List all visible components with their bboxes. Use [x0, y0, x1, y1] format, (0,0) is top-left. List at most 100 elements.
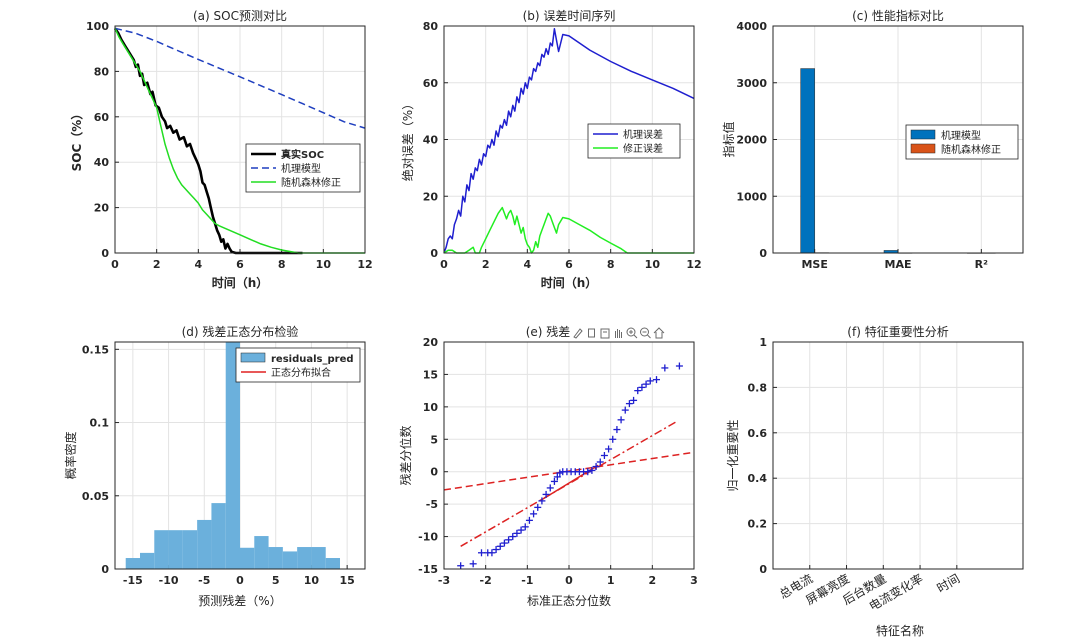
- data-tip-icon[interactable]: [588, 328, 595, 338]
- y-axis-label: 归一化重要性: [726, 419, 740, 491]
- x-tick-label: 0: [440, 258, 448, 271]
- legend-label: 随机森林修正: [941, 143, 1001, 156]
- series-line-0: [113, 27, 303, 255]
- x-tick-label: 15: [339, 574, 354, 587]
- y-tick-label: 20: [94, 202, 110, 215]
- y-tick-label: 40: [94, 156, 110, 169]
- data-point: [588, 466, 596, 474]
- legend-label: 修正误差: [623, 142, 663, 155]
- histogram-bar: [154, 530, 169, 569]
- reference-dashdot: [460, 420, 678, 547]
- y-tick-label: 20: [423, 190, 439, 203]
- data-point: [661, 364, 669, 372]
- histogram-bar: [197, 519, 212, 569]
- x-tick-label: 10: [645, 258, 661, 271]
- x-axis-label: 预测残差（%）: [198, 594, 281, 608]
- y-tick-label: 0: [101, 247, 109, 260]
- x-tick-label: 8: [278, 258, 286, 271]
- y-tick-label: 0.05: [82, 490, 109, 503]
- x-tick-label: -10: [159, 574, 179, 587]
- data-point: [517, 526, 525, 534]
- zoom-in-icon[interactable]: [626, 327, 638, 339]
- histogram-bar: [125, 558, 140, 569]
- data-point: [630, 396, 638, 404]
- y-tick-label: 60: [423, 77, 439, 90]
- data-point: [521, 523, 529, 531]
- x-tick-label: 时间: [935, 571, 963, 595]
- chart-title: (f) 特征重要性分析: [847, 324, 948, 339]
- x-tick-label: -5: [198, 574, 210, 587]
- brush-shape: [573, 328, 583, 339]
- x-tick-label: 12: [357, 258, 372, 271]
- axes-border: [443, 341, 695, 570]
- series-line-0: [443, 28, 695, 254]
- legend-label: 机理模型: [281, 162, 321, 175]
- legend-label: 随机森林修正: [281, 176, 341, 189]
- x-tick-label: 2: [482, 258, 490, 271]
- x-tick-label: 4: [195, 258, 203, 271]
- home-icon[interactable]: [653, 327, 665, 339]
- axes-border: [114, 25, 366, 254]
- data-point: [653, 376, 660, 384]
- x-axis-label: 标准正态分位数: [527, 593, 611, 608]
- x-tick-label: 4: [524, 258, 532, 271]
- x-tick-label: MAE: [885, 258, 912, 271]
- legend-label: residuals_pred: [271, 354, 354, 365]
- histogram-bar: [311, 547, 326, 569]
- x-tick-label: 1: [607, 574, 615, 587]
- x-tick-label: R²: [975, 258, 988, 271]
- bar: [800, 68, 815, 254]
- y-axis-label: SOC（%）: [69, 108, 84, 172]
- legend-swatch: [910, 129, 936, 140]
- y-tick-label: 40: [423, 134, 439, 147]
- y-tick-label: 0.15: [82, 343, 109, 356]
- data-point: [509, 533, 517, 541]
- data-point: [550, 477, 558, 485]
- y-tick-label: 0: [759, 247, 767, 260]
- data-point: [621, 406, 629, 414]
- data-point: [553, 473, 561, 481]
- pan-icon[interactable]: [615, 329, 622, 338]
- histogram-bar: [297, 547, 312, 569]
- x-axis-label: 时间（h）: [212, 275, 269, 290]
- data-point: [500, 539, 508, 547]
- y-tick-label: 0.1: [90, 417, 110, 430]
- y-axis-label: 概率密度: [63, 431, 78, 479]
- select-icon[interactable]: [600, 328, 610, 339]
- data-point: [546, 484, 554, 492]
- y-tick-label: -15: [418, 563, 438, 576]
- axes-border: [443, 25, 695, 254]
- data-point: [488, 549, 496, 557]
- data-point: [457, 562, 465, 570]
- data-point: [542, 490, 550, 498]
- histogram-bar: [282, 551, 298, 569]
- x-axis-label: 时间（h）: [541, 275, 598, 290]
- data-point: [642, 380, 650, 388]
- hand-shape: [615, 329, 622, 338]
- lens-shape: [626, 327, 636, 337]
- histogram-bar: [268, 547, 283, 569]
- x-tick-label: -15: [123, 574, 143, 587]
- y-tick-label: -10: [418, 531, 438, 544]
- axes-toolbar: [573, 327, 665, 339]
- x-tick-label: 6: [236, 258, 244, 271]
- legend-swatch: [240, 352, 266, 363]
- x-tick-label: 12: [686, 258, 701, 271]
- y-axis-label: 指标值: [721, 121, 736, 157]
- x-tick-label: 3: [690, 574, 698, 587]
- data-point: [634, 387, 642, 395]
- histogram-bar: [325, 558, 340, 569]
- x-tick-label: 0: [565, 574, 573, 587]
- x-tick-label: 0: [111, 258, 119, 271]
- y-tick-label: 0: [759, 563, 767, 576]
- y-tick-label: 80: [423, 20, 439, 33]
- y-tick-label: 0.6: [748, 427, 768, 440]
- brush-icon[interactable]: [573, 328, 583, 339]
- lens-shape: [640, 327, 649, 337]
- y-tick-label: 80: [94, 65, 110, 78]
- panel-d: 0 0.05 0.1 0.15 -15 -10 -5 0 5 10 15 (d) 残差正态分布检验预测…: [63, 324, 366, 608]
- zoom-out-icon[interactable]: [640, 327, 651, 339]
